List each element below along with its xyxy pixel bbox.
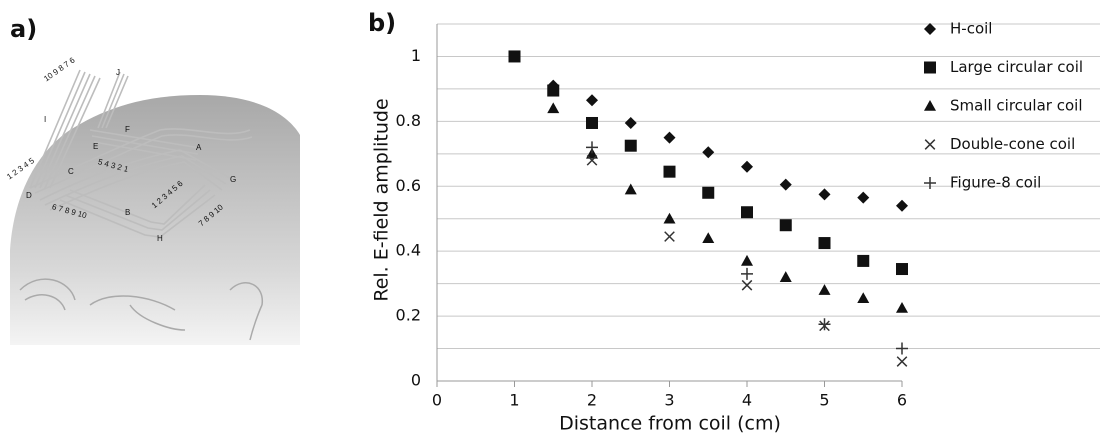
coil-label: C: [68, 167, 74, 176]
diamond-marker: [779, 178, 792, 191]
square-marker: [741, 206, 753, 219]
triangle-marker: [896, 301, 908, 313]
diamond-marker: [702, 146, 715, 159]
triangle-marker: [547, 102, 560, 114]
y-tick-label: 1: [411, 46, 421, 65]
cross-marker: [896, 356, 908, 367]
coil-label: I: [44, 115, 46, 124]
square-marker: [508, 50, 521, 63]
diamond-marker: [624, 116, 637, 129]
diamond-marker: [741, 160, 753, 173]
coil-label: 10 9 8 7 6: [42, 55, 77, 83]
plus-marker: [924, 177, 936, 189]
coil-label: H: [157, 234, 163, 243]
x-tick-label: 0: [432, 391, 442, 410]
y-tick-label: 0.8: [396, 111, 421, 130]
triangle-marker: [702, 232, 715, 243]
square-marker: [547, 84, 560, 97]
x-tick-label: 5: [819, 391, 829, 410]
panel-label: b): [368, 9, 396, 37]
cross-marker: [586, 154, 598, 166]
x-tick-label: 1: [509, 391, 519, 410]
cross-marker: [741, 279, 753, 291]
cross-marker: [664, 231, 675, 242]
diamond-marker: [586, 94, 598, 107]
x-axis-title: Distance from coil (cm): [559, 413, 781, 435]
square-marker: [702, 186, 715, 199]
legend-label: Large circular coil: [950, 58, 1083, 76]
plus-marker: [586, 141, 598, 154]
panel-label: a): [10, 15, 37, 43]
x-tick-label: 2: [587, 391, 597, 410]
legend-label: Double-cone coil: [950, 135, 1075, 153]
diamond-marker: [896, 199, 908, 212]
square-marker: [624, 139, 637, 152]
y-tick-label: 0.6: [396, 176, 421, 195]
coil-label: D: [26, 191, 32, 200]
triangle-marker: [924, 100, 936, 111]
x-tick-label: 6: [897, 391, 907, 410]
plus-marker: [818, 318, 831, 331]
diamond-marker: [857, 191, 870, 204]
legend-label: Small circular coil: [950, 97, 1083, 115]
square-marker: [586, 116, 598, 129]
y-tick-label: 0.4: [396, 241, 421, 260]
square-marker: [818, 237, 831, 250]
coil-label: J: [116, 68, 120, 77]
square-marker: [896, 263, 908, 276]
coil-label: G: [230, 175, 236, 184]
y-tick-label: 0: [411, 371, 421, 390]
triangle-marker: [663, 212, 676, 224]
x-tick-label: 3: [664, 391, 674, 410]
plus-marker: [896, 342, 908, 355]
coil-label: F: [125, 125, 130, 134]
head-illustration: 10 9 8 7 6 J I F E A G C D B H 1 2 3 4 5…: [5, 55, 300, 345]
coil-label: B: [125, 208, 130, 217]
diamond-marker: [818, 188, 831, 201]
legend-label: Figure-8 coil: [950, 174, 1041, 192]
coil-label: E: [93, 142, 98, 151]
square-marker: [779, 219, 792, 232]
plus-marker: [741, 267, 753, 280]
cross-marker: [924, 139, 936, 150]
square-marker: [924, 61, 936, 74]
square-marker: [857, 254, 870, 267]
triangle-marker: [857, 292, 870, 304]
triangle-marker: [818, 284, 831, 295]
diamond-marker: [663, 131, 676, 144]
triangle-marker: [741, 254, 753, 266]
x-tick-label: 4: [742, 391, 752, 410]
legend-label: H-coil: [950, 20, 992, 38]
y-axis-title: Rel. E-field amplitude: [371, 98, 393, 301]
square-marker: [663, 165, 676, 178]
triangle-marker: [624, 183, 637, 195]
diamond-marker: [924, 23, 936, 35]
triangle-marker: [779, 271, 792, 282]
y-tick-label: 0.2: [396, 306, 421, 325]
coil-label: A: [196, 143, 202, 152]
